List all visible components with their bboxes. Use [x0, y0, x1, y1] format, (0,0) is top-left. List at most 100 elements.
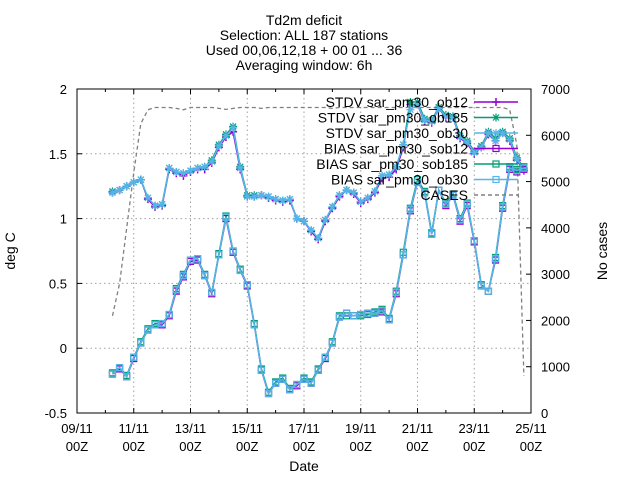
data-point [236, 164, 245, 173]
legend-label: BIAS sar_pm30_sob185 [316, 156, 468, 172]
data-point [193, 164, 202, 173]
x-tick-label: 17/11 [288, 421, 320, 436]
legend-label: BIAS sar_pm30_sob12 [324, 141, 468, 157]
data-point [335, 313, 344, 321]
data-point [371, 309, 379, 317]
data-point [492, 175, 500, 184]
legend-label: STDV sar_pm30_ob185 [318, 110, 468, 126]
x-tick-label: 00Z [520, 439, 542, 454]
data-point [115, 364, 124, 372]
x-tick-label: 00Z [236, 439, 258, 454]
data-point [207, 157, 216, 166]
data-point [392, 162, 401, 171]
data-point [364, 309, 372, 317]
title-line: Selection: ALL 187 stations [220, 27, 388, 43]
data-point [151, 201, 160, 210]
data-point [350, 312, 358, 320]
data-point [420, 189, 429, 197]
data-point [272, 379, 280, 387]
data-point [314, 234, 323, 243]
x-tick-label: 00Z [179, 439, 201, 454]
data-point [406, 97, 415, 106]
data-point [477, 143, 486, 152]
data-point [512, 154, 521, 163]
data-point [492, 113, 500, 122]
x-tick-label: 11/11 [118, 421, 149, 436]
data-point [264, 192, 273, 201]
data-point [328, 202, 337, 211]
data-point [413, 100, 422, 109]
y2-tick-label: 7000 [541, 82, 570, 97]
x-tick-label: 13/11 [175, 421, 207, 436]
x-tick-label: 09/11 [61, 421, 93, 436]
data-point [144, 326, 152, 334]
data-point [335, 191, 344, 200]
y-axis-right: 0 1000 2000 3000 4000 5000 6000 7000 [526, 82, 570, 421]
data-point [492, 160, 500, 168]
data-point [470, 237, 478, 245]
data-point [491, 136, 500, 145]
y2-tick-label: 2000 [541, 313, 570, 328]
data-point [130, 353, 138, 361]
data-point [492, 98, 500, 106]
data-point [506, 164, 514, 172]
data-point [427, 117, 436, 126]
series-5 [108, 164, 528, 398]
data-point [420, 116, 429, 125]
data-point [250, 192, 259, 201]
x-tick-label: 00Z [406, 439, 428, 454]
data-point [293, 380, 301, 389]
data-point [143, 193, 152, 202]
data-point [151, 321, 159, 329]
data-point [229, 247, 237, 255]
data-point [214, 142, 223, 151]
data-point [158, 319, 166, 328]
data-point [307, 226, 316, 235]
legend-label: STDV sar_pm30_ob12 [326, 94, 469, 110]
data-point [520, 164, 528, 172]
y2-tick-label: 5000 [541, 175, 570, 190]
data-point [300, 217, 308, 226]
x-tick-label: 00Z [463, 439, 485, 454]
data-point [243, 192, 252, 201]
data-point [222, 213, 230, 221]
data-point [314, 366, 322, 374]
y-tick-label: 0.5 [49, 276, 67, 291]
data-point [122, 182, 131, 191]
data-point [342, 309, 351, 317]
data-point [123, 373, 131, 381]
data-point [172, 167, 181, 176]
data-point [484, 287, 493, 295]
data-point [477, 282, 485, 290]
data-point [491, 255, 500, 263]
data-point [499, 203, 507, 211]
data-point [136, 175, 145, 184]
x-tick-label: 00Z [350, 439, 372, 454]
data-point [492, 129, 500, 137]
data-point [215, 251, 223, 259]
x-tick-label: 25/11 [515, 421, 547, 436]
y-axis-left: -0.5 0 0.5 1 1.5 2 [45, 82, 82, 421]
data-point [292, 214, 301, 223]
series-line [111, 106, 525, 377]
grid [77, 89, 531, 413]
data-point [186, 166, 195, 175]
data-point [441, 112, 450, 121]
data-point [307, 379, 315, 387]
legend-label: BIAS sar_pm30_ob30 [331, 172, 468, 188]
data-point [137, 339, 145, 347]
data-point [357, 310, 365, 319]
data-point [456, 132, 465, 141]
data-point [470, 148, 479, 157]
data-point [449, 191, 457, 199]
data-point [165, 164, 174, 173]
x-axis-label: Date [289, 458, 319, 474]
data-point [229, 123, 238, 132]
data-point [442, 200, 450, 208]
data-point [328, 339, 336, 347]
data-point [172, 286, 180, 294]
data-point [321, 215, 330, 224]
x-tick-label: 23/11 [458, 421, 490, 436]
x-axis: 09/11 00Z 11/11 00Z 13/11 00Z 15/11 00Z 17/11 00Z… [61, 89, 547, 454]
